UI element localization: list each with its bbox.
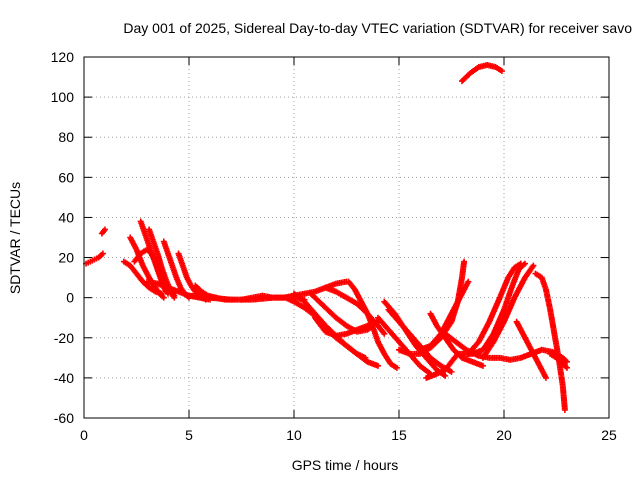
data-point <box>160 294 167 301</box>
y-tick-label: 20 <box>58 250 74 266</box>
y-tick-label: 80 <box>58 129 74 145</box>
y-tick-label: 0 <box>66 290 74 306</box>
x-tick-label: 15 <box>391 427 407 443</box>
data-point <box>393 364 400 371</box>
data-point <box>448 368 455 375</box>
x-tick-label: 20 <box>496 427 512 443</box>
x-axis-label: GPS time / hours <box>292 457 399 473</box>
chart-title: Day 001 of 2025, Sidereal Day-to-day VTE… <box>123 20 632 36</box>
data-point <box>171 294 178 301</box>
y-tick-label: 100 <box>51 89 75 105</box>
y-tick-label: -20 <box>54 330 74 346</box>
data-point <box>465 278 472 285</box>
x-tick-label: 0 <box>80 427 88 443</box>
data-point <box>564 358 570 365</box>
x-tick-label: 25 <box>601 427 617 443</box>
y-axis-label: SDTVAR / TECUs <box>7 182 23 294</box>
data-point <box>543 374 549 381</box>
data-point <box>375 362 381 369</box>
data-point <box>564 364 570 371</box>
data-point <box>517 260 524 267</box>
data-point <box>381 330 388 337</box>
data-point <box>102 226 108 233</box>
data-point <box>561 406 568 413</box>
y-tick-label: -40 <box>54 370 74 386</box>
y-tick-label: 60 <box>58 169 74 185</box>
data-point <box>99 250 106 257</box>
data-point <box>461 258 468 265</box>
y-tick-label: 40 <box>58 209 74 225</box>
y-tick-label: 120 <box>51 49 75 65</box>
data-point <box>498 68 505 75</box>
y-tick-label: -60 <box>54 410 74 426</box>
axis-ticks: 0 5 10 15 20 25 -60 -40 -20 0 20 40 60 80 100 120 <box>51 49 617 443</box>
data-point <box>530 262 537 269</box>
data-point <box>480 362 486 369</box>
data-point <box>442 372 449 379</box>
x-tick-label: 10 <box>286 427 302 443</box>
data-points <box>83 62 570 413</box>
plot-frame <box>83 56 610 419</box>
x-tick-label: 5 <box>185 427 193 443</box>
